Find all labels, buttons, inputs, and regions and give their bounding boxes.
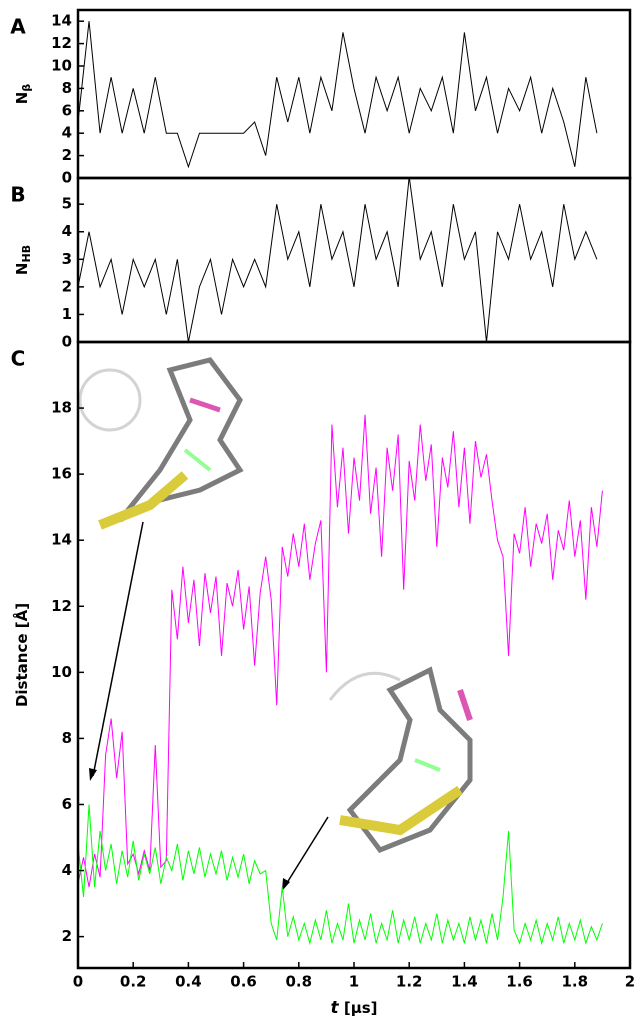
y-tick-label: 2 bbox=[62, 277, 72, 295]
y-tick-label: 5 bbox=[62, 195, 72, 213]
plot-lines bbox=[78, 21, 598, 169]
x-tick-label: 0.4 bbox=[175, 973, 202, 991]
y-tick-label: 4 bbox=[62, 124, 72, 142]
y-tick-label: 1 bbox=[62, 305, 72, 323]
plot-lines bbox=[78, 414, 603, 946]
panel-label: A bbox=[10, 15, 26, 39]
y-axis-label: NHB bbox=[13, 245, 34, 275]
data-line bbox=[78, 414, 603, 888]
y-tick-label: 18 bbox=[51, 399, 72, 417]
inset-structure-bottom bbox=[328, 666, 473, 854]
y-tick-label: 2 bbox=[62, 146, 72, 164]
y-tick-label: 6 bbox=[62, 101, 72, 119]
x-tick-label: 1.8 bbox=[562, 973, 589, 991]
arrow-head bbox=[89, 768, 97, 781]
y-tick-label: 6 bbox=[62, 795, 72, 813]
arrow bbox=[92, 521, 144, 777]
x-tick-label: 0.8 bbox=[286, 973, 313, 991]
y-tick-label: 14 bbox=[51, 12, 72, 30]
x-label-var: t bbox=[330, 998, 339, 1018]
arrow bbox=[284, 816, 329, 887]
x-axis-label: t [µs] bbox=[330, 998, 377, 1018]
y-tick-label: 8 bbox=[62, 79, 72, 97]
data-line bbox=[78, 804, 603, 946]
arrow-head bbox=[282, 878, 290, 891]
data-line bbox=[78, 178, 598, 342]
panel-label: B bbox=[10, 183, 25, 207]
x-label-unit: [µs] bbox=[344, 999, 378, 1017]
data-line bbox=[78, 21, 598, 169]
y-tick-label: 10 bbox=[51, 57, 72, 75]
y-tick-label: 10 bbox=[51, 663, 72, 681]
y-tick-label: 0 bbox=[62, 169, 72, 187]
y-axis-label: Nβ bbox=[13, 84, 34, 105]
x-tick-label: 1.4 bbox=[451, 973, 478, 991]
x-tick-label: 1.2 bbox=[396, 973, 423, 991]
x-tick-label: 0.6 bbox=[230, 973, 257, 991]
panel-label: C bbox=[11, 347, 26, 371]
y-tick-label: 8 bbox=[62, 729, 72, 747]
plot-frame bbox=[76, 340, 632, 970]
x-tick-label: 1.6 bbox=[506, 973, 533, 991]
y-label-main: N bbox=[13, 263, 31, 276]
plot-lines bbox=[78, 178, 598, 342]
y-tick-label: 14 bbox=[51, 531, 72, 549]
y-tick-label: 0 bbox=[62, 333, 72, 351]
y-label-main: Distance [Å] bbox=[12, 603, 31, 707]
x-tick-label: 2 bbox=[625, 973, 635, 991]
y-tick-label: 12 bbox=[51, 34, 72, 52]
y-label-sub: β bbox=[20, 84, 33, 92]
x-tick-label: 1 bbox=[349, 973, 359, 991]
y-tick-label: 16 bbox=[51, 465, 72, 483]
y-tick-label: 3 bbox=[62, 250, 72, 268]
y-label-main: N bbox=[13, 92, 31, 105]
inset-structure-top bbox=[78, 357, 244, 530]
y-tick-label: 12 bbox=[51, 597, 72, 615]
y-tick-label: 4 bbox=[62, 222, 72, 240]
y-tick-label: 2 bbox=[62, 927, 72, 945]
y-label-sub: HB bbox=[20, 245, 33, 263]
x-tick-label: 0.2 bbox=[120, 973, 147, 991]
y-tick-label: 4 bbox=[62, 861, 72, 879]
x-tick-label: 0 bbox=[73, 973, 83, 991]
plot-frame bbox=[76, 8, 632, 180]
y-axis-label: Distance [Å] bbox=[12, 603, 31, 707]
